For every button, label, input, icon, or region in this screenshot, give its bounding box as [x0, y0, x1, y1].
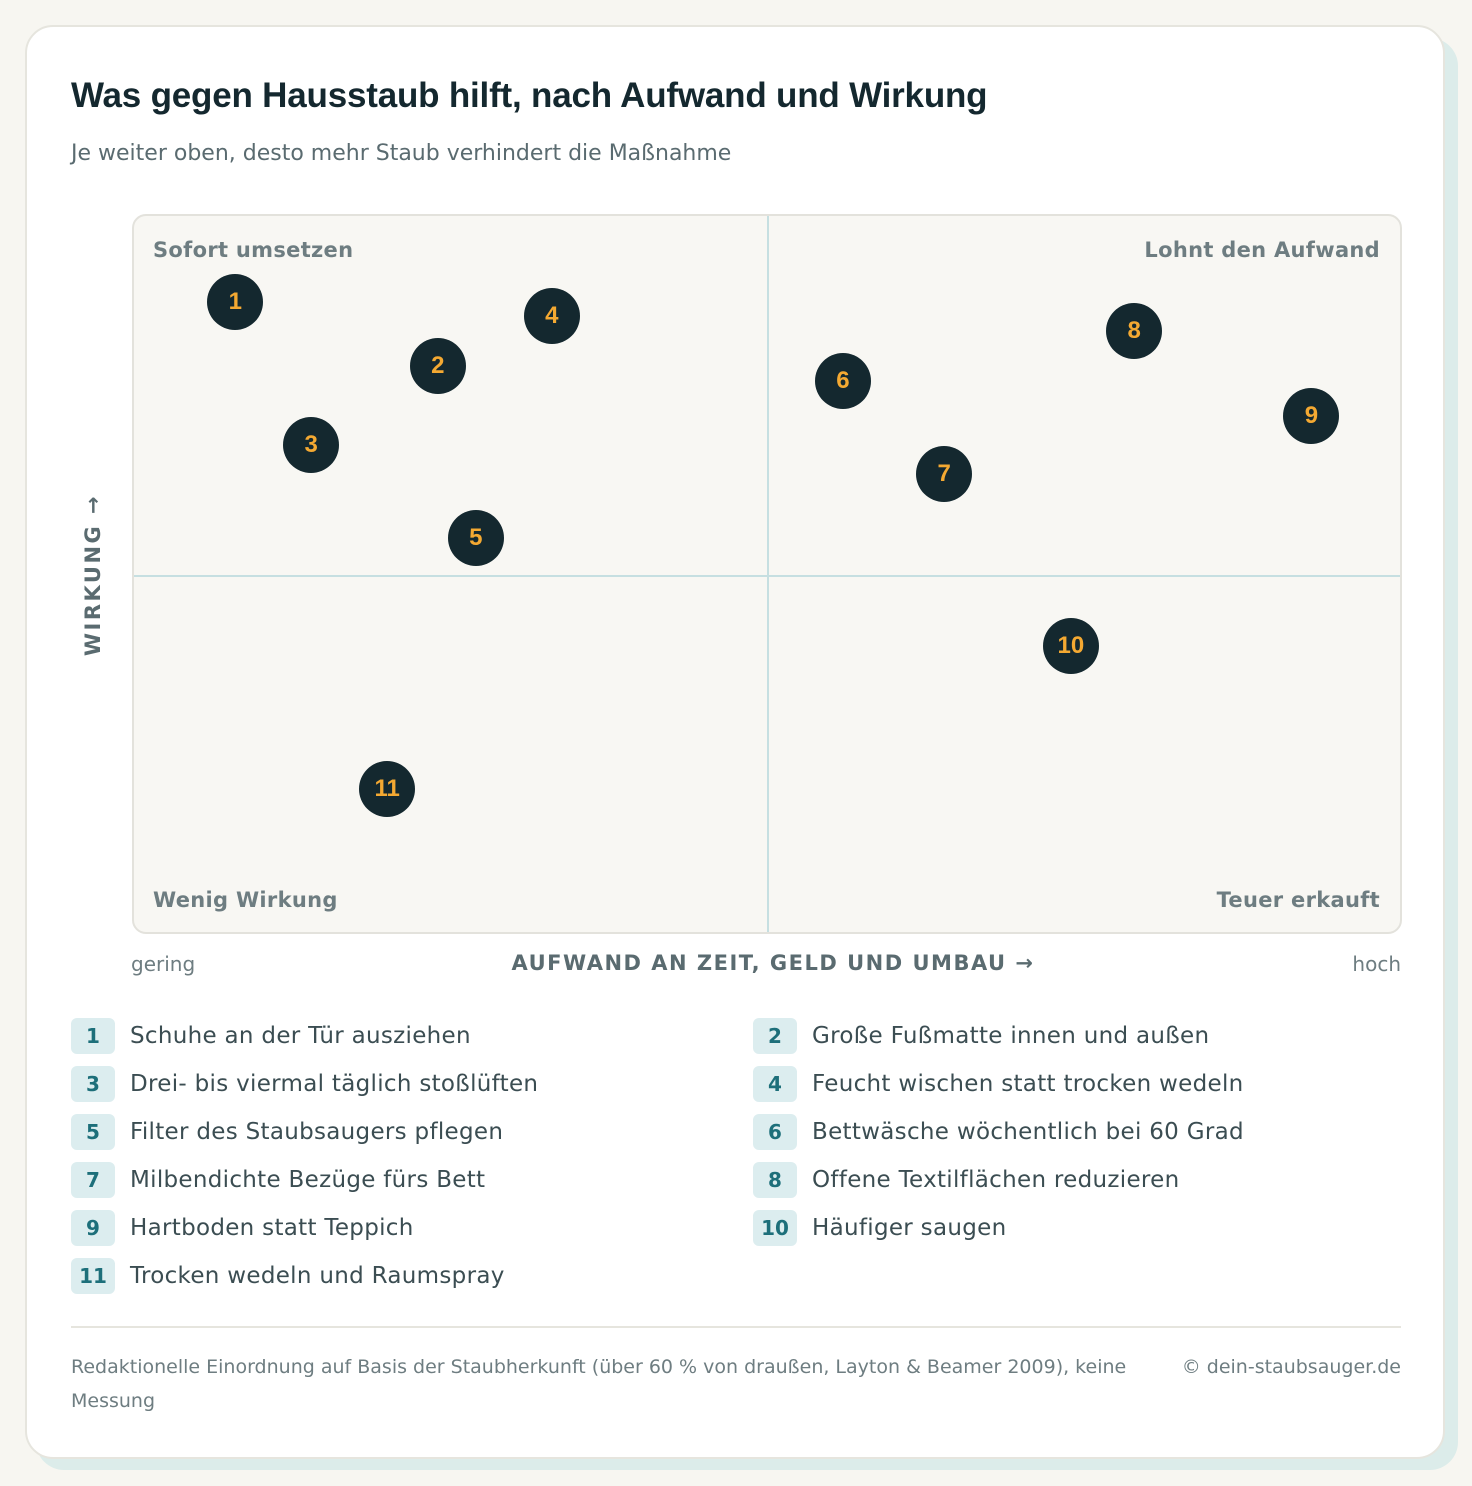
legend-badge: 9 [71, 1210, 115, 1246]
marker-11: 11 [359, 760, 416, 817]
legend-badge: 2 [753, 1018, 797, 1054]
x-axis-max-label: hoch [1352, 952, 1401, 976]
plot-area: Sofort umsetzen Lohnt den Aufwand Wenig … [132, 214, 1402, 934]
y-axis-label: WIRKUNG → [81, 493, 105, 657]
legend-label: Bettwäsche wöchentlich bei 60 Grad [812, 1119, 1244, 1145]
quadrant-label-top-right: Lohnt den Aufwand [1144, 238, 1380, 262]
footer-credit: © dein-staubsauger.de [1181, 1356, 1401, 1378]
legend-badge: 7 [71, 1162, 115, 1198]
legend-item: 5 Filter des Staubsaugers pflegen [71, 1113, 753, 1151]
legend: 1 Schuhe an der Tür ausziehen 2 Große Fußma… [71, 1017, 1401, 1295]
quadrant-label-bottom-left: Wenig Wirkung [153, 888, 338, 912]
legend-label: Milbendichte Bezüge fürs Bett [130, 1167, 486, 1193]
marker-3: 3 [283, 417, 340, 474]
legend-label: Schuhe an der Tür ausziehen [130, 1023, 471, 1049]
marker-1: 1 [207, 273, 264, 330]
legend-label: Filter des Staubsaugers pflegen [130, 1119, 504, 1145]
footer-note: Redaktionelle Einordnung auf Basis der S… [71, 1356, 1127, 1412]
legend-label: Trocken wedeln und Raumspray [130, 1263, 505, 1289]
chart-title: Was gegen Hausstaub hilft, nach Aufwand … [71, 76, 988, 115]
x-axis-label: AUFWAND AN ZEIT, GELD UND UMBAU → [511, 951, 1035, 975]
legend-label: Große Fußmatte innen und außen [812, 1023, 1210, 1049]
legend-item: 11 Trocken wedeln und Raumspray [71, 1257, 753, 1295]
legend-item: 1 Schuhe an der Tür ausziehen [71, 1017, 753, 1055]
legend-label: Offene Textilflächen reduzieren [812, 1167, 1180, 1193]
quadrant-label-top-left: Sofort umsetzen [153, 238, 354, 262]
vertical-divider [767, 216, 769, 932]
legend-badge: 6 [753, 1114, 797, 1150]
horizontal-divider [134, 575, 1400, 577]
marker-7: 7 [916, 445, 973, 502]
legend-label: Häufiger saugen [812, 1215, 1007, 1241]
marker-8: 8 [1106, 302, 1163, 359]
legend-badge: 1 [71, 1018, 115, 1054]
legend-item: 2 Große Fußmatte innen und außen [753, 1017, 1401, 1055]
marker-10: 10 [1042, 617, 1099, 674]
legend-label: Drei- bis viermal täglich stoßlüften [130, 1071, 539, 1097]
marker-4: 4 [523, 288, 580, 345]
legend-badge: 4 [753, 1066, 797, 1102]
legend-label: Hartboden statt Teppich [130, 1215, 414, 1241]
quadrant-label-bottom-right: Teuer erkauft [1216, 888, 1380, 912]
legend-item: 7 Milbendichte Bezüge fürs Bett [71, 1161, 753, 1199]
marker-9: 9 [1283, 388, 1340, 445]
legend-item: 4 Feucht wischen statt trocken wedeln [753, 1065, 1401, 1103]
marker-5: 5 [447, 510, 504, 567]
chart-subtitle: Je weiter oben, desto mehr Staub verhind… [71, 141, 732, 166]
legend-item: 9 Hartboden statt Teppich [71, 1209, 753, 1247]
legend-badge: 11 [71, 1258, 115, 1294]
footer-divider [71, 1326, 1401, 1328]
legend-label: Feucht wischen statt trocken wedeln [812, 1071, 1244, 1097]
legend-item: 10 Häufiger saugen [753, 1209, 1401, 1247]
x-axis-min-label: gering [131, 952, 196, 976]
legend-item: 6 Bettwäsche wöchentlich bei 60 Grad [753, 1113, 1401, 1151]
legend-badge: 8 [753, 1162, 797, 1198]
legend-item: 3 Drei- bis viermal täglich stoßlüften [71, 1065, 753, 1103]
legend-badge: 3 [71, 1066, 115, 1102]
marker-2: 2 [409, 338, 466, 395]
legend-item: 8 Offene Textilflächen reduzieren [753, 1161, 1401, 1199]
legend-badge: 10 [753, 1210, 797, 1246]
marker-6: 6 [814, 352, 871, 409]
legend-badge: 5 [71, 1114, 115, 1150]
